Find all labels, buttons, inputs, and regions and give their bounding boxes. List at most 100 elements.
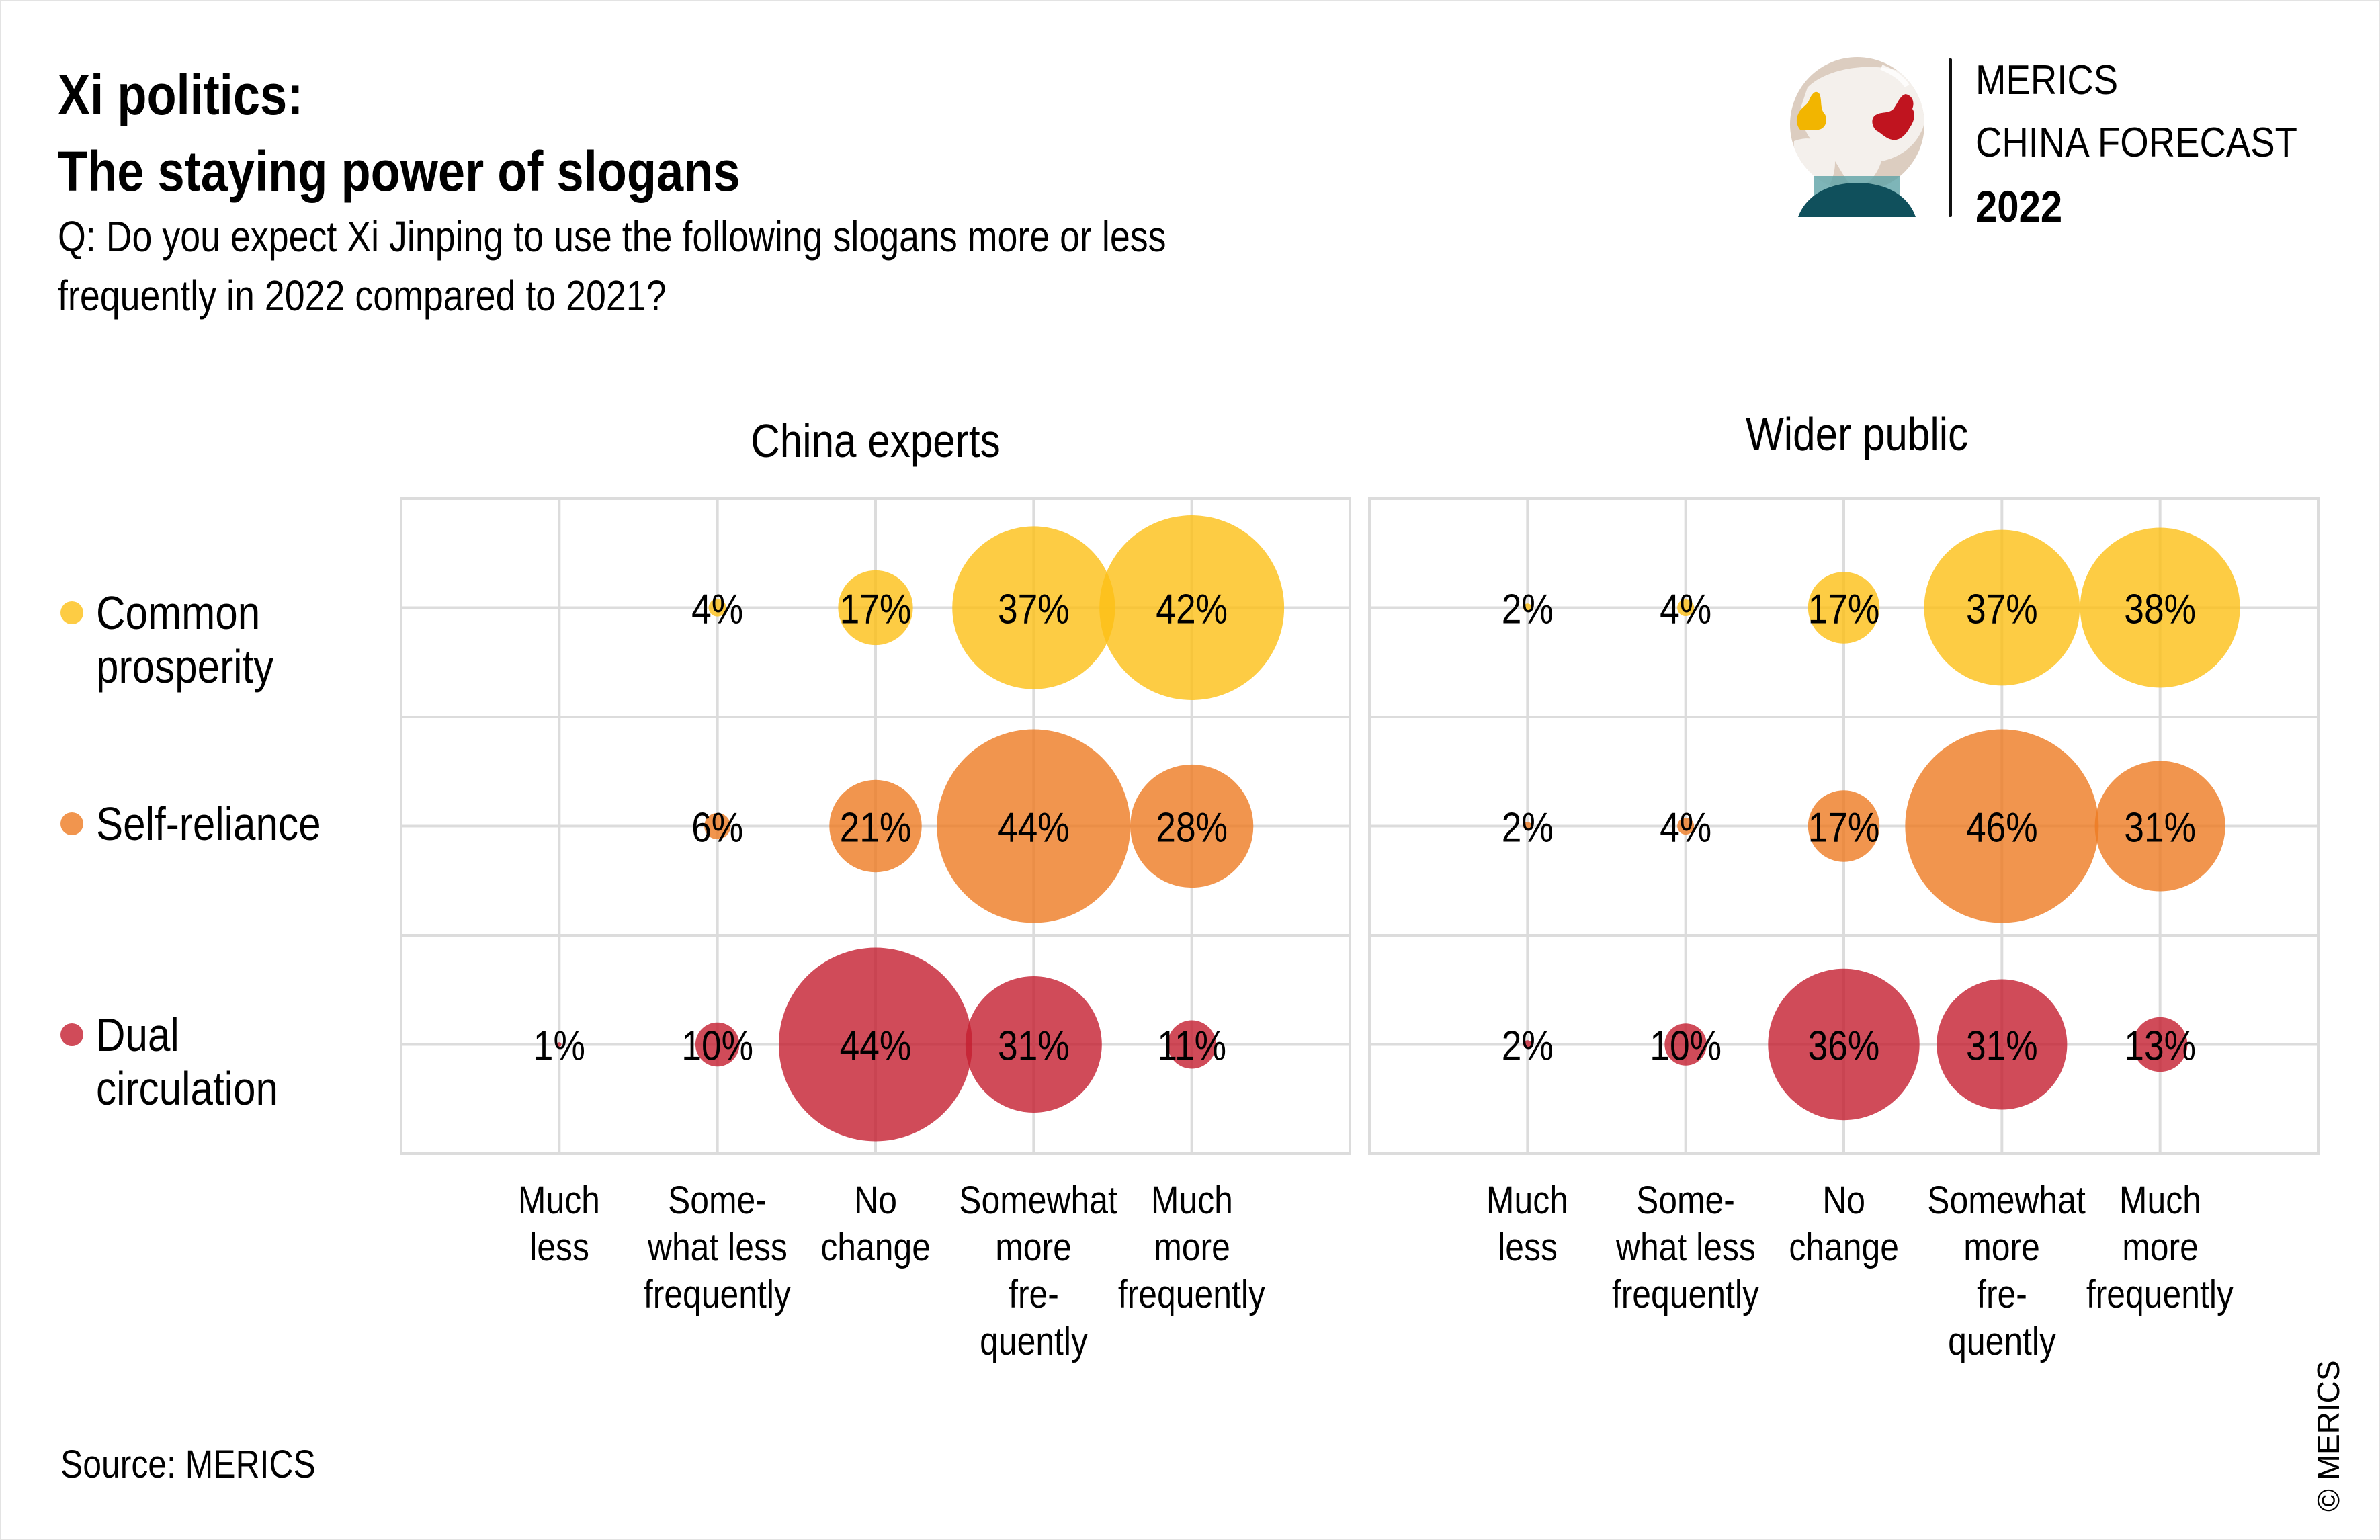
x-axis-label-line: change xyxy=(820,1226,931,1269)
x-axis-label-line: more xyxy=(2121,1226,2199,1269)
x-axis-label-line: Much xyxy=(518,1179,601,1222)
logo-text-year: 2022 xyxy=(1975,181,2063,231)
bubble-self-reliance xyxy=(1523,822,1532,830)
bubble-value-label: 36% xyxy=(1808,1023,1880,1070)
legend-dot-icon xyxy=(60,601,83,624)
bubble-dual-circulation xyxy=(965,976,1102,1113)
logo-divider xyxy=(1949,58,1952,217)
bubble-value-label: 4% xyxy=(1660,587,1711,633)
bubble-value-label: 17% xyxy=(1808,587,1880,633)
bubble-common-prosperity xyxy=(1677,599,1695,617)
x-axis-category-label: Much less xyxy=(1440,1177,1615,1271)
legend-label: Self-reliance xyxy=(96,797,321,851)
x-axis-category-label: No change xyxy=(1756,1177,1931,1271)
bubble-value-label: 42% xyxy=(1156,587,1228,633)
legend-label: Common prosperity xyxy=(96,586,273,693)
bubble-self-reliance xyxy=(937,729,1131,923)
x-axis-category-label: Somewhat more fre-quently xyxy=(946,1177,1121,1365)
x-axis-label-line: Much xyxy=(1150,1179,1233,1222)
bubble-value-label: 31% xyxy=(1966,1023,2038,1070)
x-axis-label-line: No xyxy=(1822,1179,1865,1222)
chart-title-line-1: Xi politics: xyxy=(58,63,304,126)
bubble-value-label: 2% xyxy=(1502,587,1554,633)
x-axis-label-line: Somewhat xyxy=(959,1179,1118,1222)
x-axis-category-label: Much less xyxy=(472,1177,646,1271)
bubble-value-label: 10% xyxy=(681,1023,753,1070)
chart-title-line-2: The staying power of slogans xyxy=(58,140,740,203)
bubble-value-label: 17% xyxy=(840,587,912,633)
bubble-common-prosperity xyxy=(1808,572,1880,644)
bubble-self-reliance xyxy=(1130,764,1254,888)
bubble-common-prosperity xyxy=(1523,603,1532,612)
merics-china-forecast-logo: MERICS CHINA FORECAST 2022 xyxy=(1781,47,2372,228)
bubble-value-label: 10% xyxy=(1650,1023,1722,1070)
bubble-dual-circulation xyxy=(557,1042,562,1047)
bubble-value-label: 1% xyxy=(534,1023,585,1070)
x-axis-label-line: fre- xyxy=(1008,1273,1059,1316)
bubble-dual-circulation xyxy=(2132,1017,2188,1072)
x-axis-label-line: frequently xyxy=(1612,1273,1760,1316)
x-axis-label-line: frequently xyxy=(2086,1273,2234,1316)
x-axis-category-label: Much more frequently xyxy=(1105,1177,1279,1318)
chart-title: Xi politics: The staying power of slogan… xyxy=(58,56,740,210)
legend-label-line: prosperity xyxy=(96,640,274,693)
x-axis-category-label: No change xyxy=(788,1177,963,1271)
legend-label-line: Dual xyxy=(96,1009,179,1061)
x-axis-label-line: Much xyxy=(2119,1179,2201,1222)
bubble-common-prosperity xyxy=(1924,529,2080,686)
europe-shape xyxy=(1796,91,1826,130)
x-axis-label-line: quently xyxy=(1947,1320,2056,1363)
crystal-ball-globe-icon xyxy=(1790,57,1924,217)
globe-stand-base xyxy=(1798,183,1916,217)
bubble-dual-circulation xyxy=(1664,1023,1707,1066)
bubble-value-label: 4% xyxy=(1660,805,1711,851)
panel-title-text: China experts xyxy=(751,415,1001,467)
legend-label: Dual circulation xyxy=(96,1008,278,1115)
x-axis-category-label: Some-what less frequently xyxy=(630,1177,805,1318)
panel-title-text: Wider public xyxy=(1746,408,1969,460)
x-axis-category-label: Some-what less frequently xyxy=(1599,1177,1773,1318)
x-axis-label-line: more xyxy=(1153,1226,1230,1269)
bubble-value-label: 13% xyxy=(2124,1023,2196,1070)
x-axis-label-line: what less xyxy=(1615,1226,1756,1269)
bubble-common-prosperity xyxy=(838,570,913,646)
bubble-value-label: 31% xyxy=(998,1023,1070,1070)
bubble-common-prosperity xyxy=(708,599,726,617)
x-axis-label-line: fre- xyxy=(1976,1273,2027,1316)
x-axis-label-line: more xyxy=(1963,1226,2041,1269)
chart-subtitle: Q: Do you expect Xi Jinping to use the f… xyxy=(58,207,1166,325)
bubble-value-label: 2% xyxy=(1502,1023,1554,1070)
bubble-dual-circulation xyxy=(1523,1040,1532,1049)
legend-dot-icon xyxy=(60,1023,83,1046)
bubble-dual-circulation xyxy=(1768,968,1920,1121)
chart-subtitle-line-2: frequently in 2022 compared to 2021? xyxy=(58,271,667,320)
legend-label-line: Common xyxy=(96,587,261,639)
chart-subtitle-line-1: Q: Do you expect Xi Jinping to use the f… xyxy=(58,212,1166,261)
x-axis-label-line: Some- xyxy=(668,1179,767,1222)
bubble-value-label: 28% xyxy=(1156,805,1228,851)
bubble-value-label: 37% xyxy=(998,587,1070,633)
copyright-note: © MERICS xyxy=(2311,1360,2346,1512)
x-axis-label-line: what less xyxy=(647,1226,788,1269)
bubble-self-reliance xyxy=(1808,790,1880,862)
x-axis-label-line: frequently xyxy=(1118,1273,1266,1316)
legend-dot-icon xyxy=(60,812,83,835)
bubble-value-label: 46% xyxy=(1966,805,2038,851)
logo-text-china-forecast: CHINA FORECAST xyxy=(1975,120,2297,166)
bubble-value-label: 11% xyxy=(1157,1023,1226,1070)
x-axis-label-line: more xyxy=(995,1226,1072,1269)
x-axis-category-label: Somewhat more fre-quently xyxy=(1914,1177,2089,1365)
x-axis-label-line: Much xyxy=(1486,1179,1569,1222)
bubble-self-reliance xyxy=(2094,761,2225,892)
bubble-value-label: 38% xyxy=(2124,587,2196,633)
bubble-common-prosperity xyxy=(952,526,1115,689)
bubble-value-label: 21% xyxy=(840,805,912,851)
bubble-value-label: 6% xyxy=(691,805,743,851)
x-axis-label-line: Some- xyxy=(1636,1179,1736,1222)
bubble-common-prosperity xyxy=(1099,515,1285,700)
bubble-dual-circulation xyxy=(779,947,972,1142)
bubble-value-label: 2% xyxy=(1502,805,1554,851)
x-axis-label-line: change xyxy=(1789,1226,1899,1269)
